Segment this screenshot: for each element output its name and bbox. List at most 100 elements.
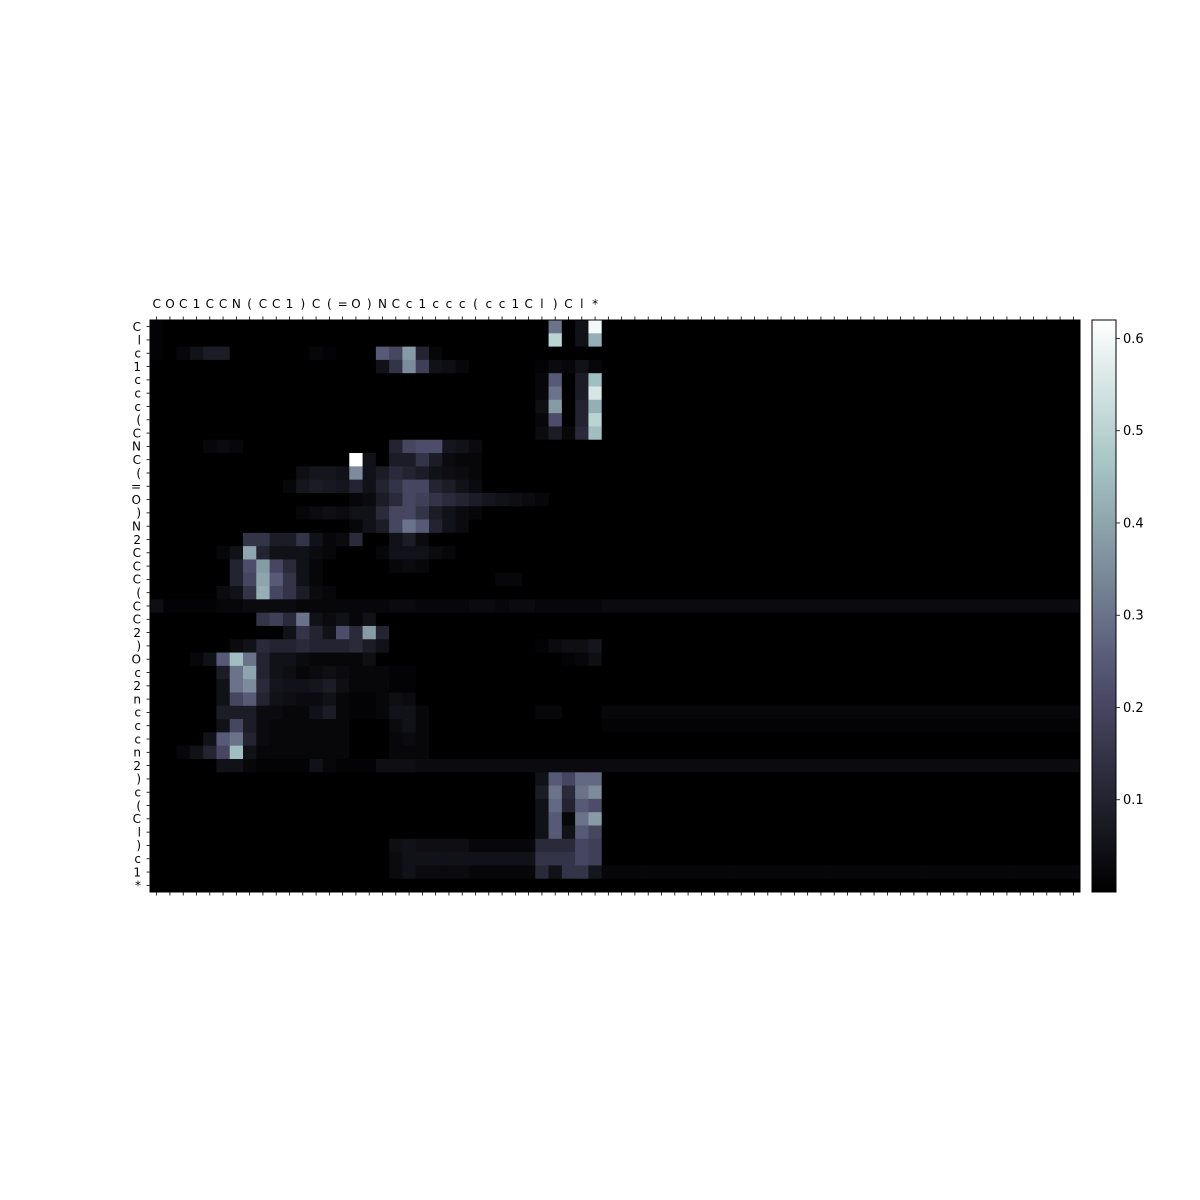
heatmap-cell: [522, 878, 536, 893]
heatmap-cell: [920, 625, 935, 640]
heatmap-cell: [429, 532, 443, 547]
heatmap-cell: [801, 572, 815, 587]
heatmap-cell: [522, 359, 536, 374]
heatmap-cell: [229, 373, 244, 387]
y-tick-label: n: [133, 692, 141, 706]
heatmap-cell: [933, 373, 948, 387]
heatmap-cell: [867, 639, 882, 653]
heatmap-cell: [322, 665, 337, 680]
heatmap-cell: [495, 572, 510, 587]
heatmap-cell: [176, 745, 191, 760]
heatmap-cell: [389, 732, 403, 747]
heatmap-cell: [442, 506, 456, 520]
heatmap-cell: [960, 665, 975, 680]
heatmap-cell: [269, 373, 284, 387]
heatmap-cell: [269, 692, 284, 707]
heatmap-cell: [229, 652, 244, 667]
heatmap-cell: [601, 386, 616, 401]
heatmap-cell: [761, 838, 775, 853]
heatmap-cell: [1053, 798, 1068, 813]
heatmap-cell: [322, 346, 337, 361]
heatmap-cell: [189, 639, 204, 653]
heatmap-cell: [282, 612, 297, 627]
heatmap-cell: [243, 785, 257, 800]
heatmap-cell: [1026, 798, 1041, 813]
heatmap-cell: [880, 320, 895, 334]
heatmap-cell: [761, 572, 775, 587]
heatmap-cell: [668, 625, 682, 640]
heatmap-cell: [681, 705, 696, 720]
heatmap-cell: [854, 772, 868, 786]
heatmap-cell: [442, 612, 456, 627]
heatmap-cell: [402, 532, 417, 547]
heatmap-cell: [468, 519, 483, 534]
heatmap-cell: [269, 838, 284, 853]
heatmap-cell: [243, 572, 257, 587]
heatmap-cell: [654, 399, 669, 414]
heatmap-cell: [880, 572, 895, 587]
heatmap-cell: [415, 705, 430, 720]
heatmap-cell: [721, 546, 735, 560]
heatmap-cell: [256, 878, 270, 893]
heatmap-cell: [243, 346, 257, 361]
heatmap-cell: [867, 599, 882, 614]
heatmap-cell: [654, 439, 669, 454]
heatmap-cell: [761, 333, 775, 347]
heatmap-cell: [216, 559, 231, 574]
heatmap-cell: [561, 466, 576, 481]
heatmap-cell: [455, 572, 470, 587]
heatmap-cell: [256, 825, 270, 840]
heatmap-cell: [375, 453, 390, 467]
heatmap-cell: [615, 852, 629, 866]
heatmap-cell: [256, 320, 270, 334]
heatmap-cell: [495, 838, 510, 853]
heatmap-cell: [176, 426, 191, 441]
heatmap-cell: [163, 732, 177, 747]
heatmap-cell: [349, 479, 363, 494]
heatmap-cell: [269, 386, 284, 401]
heatmap-cell: [933, 745, 948, 760]
heatmap-cell: [150, 359, 164, 374]
heatmap-cell: [349, 625, 363, 640]
heatmap-cell: [987, 466, 1001, 481]
heatmap-cell: [654, 386, 669, 401]
heatmap-cell: [827, 373, 842, 387]
heatmap-cell: [894, 612, 908, 627]
x-axis-ticks: [156, 316, 1074, 896]
heatmap-cell: [694, 825, 709, 840]
heatmap-cell: [468, 453, 483, 467]
heatmap-cell: [176, 772, 191, 786]
heatmap-cell: [229, 426, 244, 441]
heatmap-cell: [1053, 665, 1068, 680]
heatmap-cell: [628, 359, 642, 374]
heatmap-cell: [1000, 798, 1014, 813]
heatmap-cell: [933, 705, 948, 720]
heatmap-cell: [774, 439, 789, 454]
heatmap-cell: [854, 679, 868, 693]
heatmap-cell: [243, 639, 257, 653]
heatmap-cell: [973, 705, 988, 720]
heatmap-cell: [389, 865, 403, 880]
heatmap-cell: [203, 466, 217, 481]
heatmap-cell: [761, 492, 775, 507]
heatmap-cell: [840, 359, 855, 374]
heatmap-cell: [522, 838, 536, 853]
heatmap-cell: [336, 679, 350, 693]
heatmap-cell: [468, 732, 483, 747]
heatmap-cell: [615, 413, 629, 427]
heatmap-cell: [588, 625, 603, 640]
heatmap-cell: [840, 399, 855, 414]
y-tick-label: *: [135, 879, 141, 893]
heatmap-cell: [681, 572, 696, 587]
heatmap-cell: [867, 453, 882, 467]
heatmap-cell: [801, 679, 815, 693]
heatmap-cell: [827, 732, 842, 747]
heatmap-cell: [216, 745, 231, 760]
heatmap-cell: [309, 559, 324, 574]
heatmap-cell: [309, 413, 324, 427]
heatmap-cell: [482, 599, 496, 614]
heatmap-cell: [495, 346, 510, 361]
heatmap-cell: [561, 532, 576, 547]
heatmap-cell: [482, 439, 496, 454]
heatmap-cell: [336, 639, 350, 653]
